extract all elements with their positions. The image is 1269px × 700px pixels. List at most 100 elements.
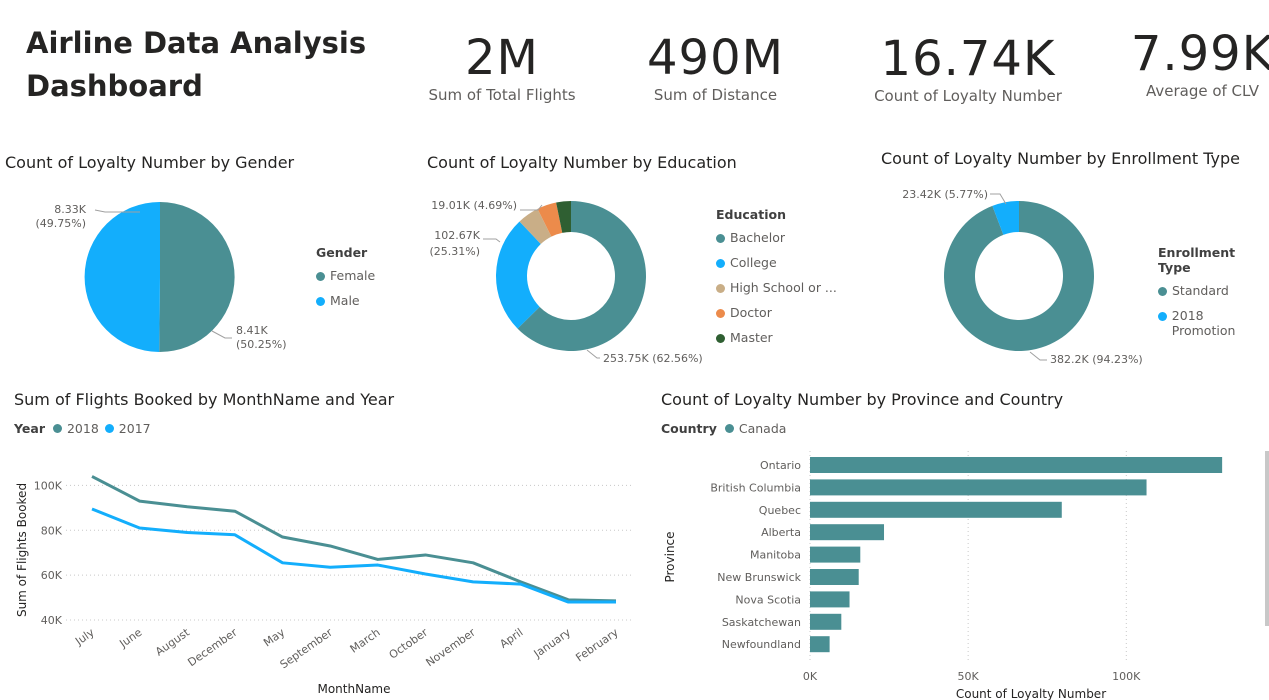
legend-label: Master (730, 330, 773, 345)
y-tick-label: Saskatchewan (722, 616, 801, 629)
donut-slice-doctor[interactable] (537, 202, 563, 237)
legend-marker (716, 309, 725, 318)
pie-slice-male[interactable] (84, 201, 160, 352)
kpi-value: 16.74K (880, 31, 1056, 87)
kpi-label: Sum of Distance (653, 86, 778, 104)
kpi-card-avg-clv[interactable]: 7.99K Average of CLV (1130, 26, 1269, 100)
bar-ontario[interactable] (810, 457, 1223, 473)
education-donut-chart[interactable]: 19.01K (4.69%) 102.67K (25.31%) 253.75K … (400, 180, 720, 380)
legend-item-doctor[interactable]: Doctor (716, 305, 837, 330)
x-tick-label: December (185, 626, 240, 670)
donut-slice-promotion[interactable] (992, 201, 1019, 235)
leader-line (94, 209, 140, 213)
legend-title: Year (14, 421, 45, 436)
kpi-card-loyalty-count[interactable]: 16.74K Count of Loyalty Number (862, 31, 1074, 105)
donut-slice-standard[interactable] (944, 201, 1094, 351)
kpi-value: 2M (465, 30, 539, 86)
legend-marker (716, 259, 725, 268)
data-label-male: 8.33K (54, 203, 86, 216)
legend-marker (1158, 287, 1167, 296)
legend-item-male[interactable]: Male (316, 293, 375, 318)
donut-slice-bachelor[interactable] (517, 201, 646, 351)
legend-label: Bachelor (730, 230, 785, 245)
data-label-college-pct: (25.31%) (429, 245, 480, 258)
data-label-bachelor: 253.75K (62.56%) (603, 352, 703, 365)
legend-label-2017[interactable]: 2017 (118, 421, 151, 436)
bar-nova-scotia[interactable] (810, 591, 850, 608)
y-tick-label: 60K (41, 569, 63, 582)
legend-label: Doctor (730, 305, 772, 320)
leader-line (586, 349, 600, 359)
legend-item-master[interactable]: Master (716, 330, 837, 355)
legend-item-bachelor[interactable]: Bachelor (716, 230, 837, 255)
x-tick-label: May (261, 626, 287, 650)
bar-saskatchewan[interactable] (810, 613, 842, 630)
leader-line (520, 204, 543, 211)
data-label-college: 102.67K (434, 229, 480, 242)
flights-legend: Year 2018 2017 (14, 421, 151, 436)
legend-marker (716, 334, 725, 343)
dashboard-title: Airline Data Analysis Dashboard (26, 22, 386, 108)
legend-item-standard[interactable]: Standard (1158, 283, 1269, 308)
kpi-card-total-flights[interactable]: 2M Sum of Total Flights (418, 30, 586, 104)
province-legend: Country Canada (661, 421, 786, 436)
bar-british-columbia[interactable] (810, 479, 1147, 496)
legend-marker-canada (724, 424, 734, 433)
legend-label: 2018 Promotion (1171, 308, 1236, 338)
kpi-card-distance[interactable]: 490M Sum of Distance (628, 30, 803, 104)
legend-item-female[interactable]: Female (316, 268, 375, 293)
dashboard-title-line2: Dashboard (26, 69, 203, 103)
province-bar-chart[interactable]: Province Count of Loyalty Number 0K 50K 10… (650, 445, 1269, 700)
bar-new-brunswick[interactable] (810, 569, 859, 585)
legend-item-high-school[interactable]: High School or ... (716, 280, 837, 305)
bar-manitoba[interactable] (810, 546, 861, 563)
legend-item-promotion[interactable]: 2018 Promotion (1158, 308, 1269, 338)
enrollment-chart-title: Count of Loyalty Number by Enrollment Ty… (881, 149, 1240, 168)
pie-slice-female[interactable] (159, 202, 235, 353)
y-tick-label: New Brunswick (717, 571, 801, 584)
legend-marker (1158, 312, 1167, 321)
legend-item-college[interactable]: College (716, 255, 837, 280)
gender-legend: Gender Female Male (316, 245, 375, 318)
leader-line (990, 193, 1007, 205)
legend-marker (316, 272, 325, 281)
dashboard-title-line1: Airline Data Analysis (26, 26, 367, 60)
legend-marker (316, 297, 325, 306)
leader-line (483, 238, 501, 243)
y-tick-label: Quebec (759, 504, 801, 517)
legend-title: Country (661, 421, 717, 436)
donut-slice-college[interactable] (496, 221, 541, 329)
legend-label-canada[interactable]: Canada (738, 421, 787, 436)
bar-alberta[interactable] (810, 524, 885, 541)
kpi-label: Count of Loyalty Number (874, 87, 1062, 105)
x-tick-label: August (153, 625, 193, 658)
bar-quebec[interactable] (810, 501, 1062, 518)
province-chart-title: Count of Loyalty Number by Province and … (661, 390, 1064, 409)
legend-label-2018[interactable]: 2018 (66, 421, 99, 436)
scrollbar[interactable] (1265, 451, 1269, 626)
gender-pie-chart[interactable]: 8.33K (49.75%) 8.41K (50.25%) (0, 175, 300, 375)
legend-label: Male (330, 293, 360, 308)
y-tick-label: 100K (34, 479, 63, 492)
series-line-2017[interactable] (91, 507, 616, 604)
kpi-label: Sum of Total Flights (428, 86, 576, 104)
legend-marker (716, 234, 725, 243)
series-line-2018[interactable] (91, 475, 617, 603)
x-axis-title: Count of Loyalty Number (956, 687, 1106, 700)
x-tick-label: July (72, 626, 97, 649)
x-tick-label: February (573, 626, 621, 665)
donut-slice-master[interactable] (556, 201, 571, 233)
education-legend: Education Bachelor College High School o… (716, 207, 837, 355)
x-tick-label: March (348, 626, 383, 656)
x-tick-label: 0K (803, 670, 818, 683)
flights-line-chart[interactable]: Sum of Flights Booked MonthName 40K 60K 80… (0, 445, 640, 700)
y-tick-label: Manitoba (750, 549, 801, 562)
enrollment-donut-chart[interactable]: 23.42K (5.77%) 382.2K (94.23%) (900, 180, 1160, 380)
bar-newfoundland[interactable] (810, 636, 830, 653)
data-label-promotion: 23.42K (5.77%) (902, 188, 988, 201)
legend-label: Female (330, 268, 376, 283)
y-tick-label: Alberta (761, 526, 801, 539)
x-tick-label: June (116, 626, 144, 651)
donut-slice-high-school[interactable] (519, 208, 552, 244)
y-axis-title: Sum of Flights Booked (15, 483, 29, 617)
